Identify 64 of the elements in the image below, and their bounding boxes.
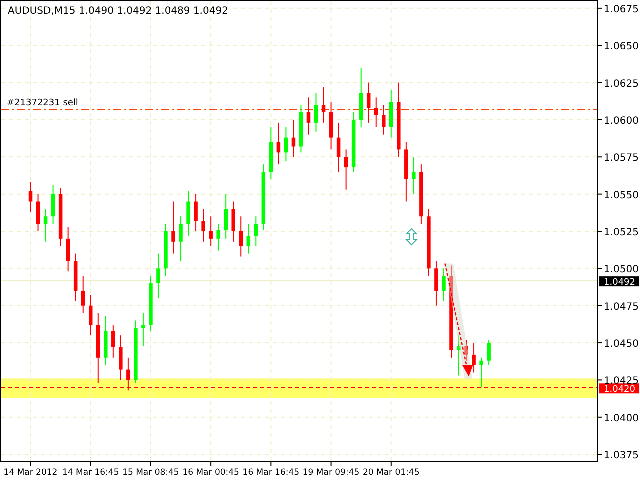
y-tick-label: 1.0600 xyxy=(604,116,639,127)
y-tick-label: 1.0400 xyxy=(604,413,639,424)
candlestick xyxy=(239,216,244,258)
candlestick xyxy=(487,340,491,366)
candlestick xyxy=(224,194,228,240)
x-tick-label: 16 Mar 00:45 xyxy=(182,468,240,478)
y-tick-label: 1.0550 xyxy=(604,190,639,202)
candlestick xyxy=(344,149,348,190)
candlestick xyxy=(412,156,416,195)
candlestick xyxy=(66,226,70,272)
candlestick xyxy=(374,97,378,128)
candlestick xyxy=(382,104,386,136)
y-tick-label: 1.0625 xyxy=(604,78,639,90)
candlestick xyxy=(480,357,484,388)
y-tick-label: 1.0450 xyxy=(604,339,639,350)
ref-line-label: 1.0492 xyxy=(604,278,636,288)
candlestick xyxy=(172,201,176,254)
candlestick xyxy=(88,294,93,336)
candlestick xyxy=(284,126,288,162)
y-tick-label: 1.0375 xyxy=(604,450,639,462)
candlestick xyxy=(36,194,40,232)
x-tick-label: 19 Mar 09:45 xyxy=(302,468,360,478)
y-tick-label: 1.0575 xyxy=(604,153,639,164)
candlestick xyxy=(366,82,371,124)
x-tick-label: 15 Mar 08:45 xyxy=(122,468,180,478)
candlestick xyxy=(336,122,341,173)
candlestick xyxy=(142,312,146,347)
candlestick xyxy=(216,224,220,252)
candlestick xyxy=(119,335,123,381)
x-tick-label: 20 Mar 01:45 xyxy=(363,468,420,478)
candlestick xyxy=(209,216,213,247)
candlestick xyxy=(246,224,251,254)
y-tick-label: 1.0475 xyxy=(604,302,639,313)
ref-line-label: #21372231 sell xyxy=(7,98,78,109)
candlestick xyxy=(232,201,236,242)
candlestick xyxy=(254,216,258,247)
y-tick-label: 1.0675 xyxy=(604,4,639,16)
ref-line-label: 1.0420 xyxy=(604,385,636,396)
candlestick xyxy=(276,122,281,166)
candlestick xyxy=(202,208,206,242)
x-tick-label: 16 Mar 16:45 xyxy=(242,468,300,478)
candlestick xyxy=(156,253,160,299)
candlestick xyxy=(51,184,56,225)
y-tick-label: 1.0525 xyxy=(604,228,639,238)
candlestick xyxy=(314,92,318,132)
candlestick xyxy=(464,340,468,362)
candlestick xyxy=(81,276,86,314)
x-tick-label: 14 Mar 16:45 xyxy=(62,468,120,478)
candlestick xyxy=(306,97,311,136)
candlestick xyxy=(457,335,461,376)
candlestick xyxy=(442,268,446,302)
y-tick-label: 1.0500 xyxy=(604,264,639,276)
y-tick-label: 1.0650 xyxy=(604,42,639,53)
candlestick xyxy=(28,182,33,213)
candlestick xyxy=(194,194,198,232)
text: AUDUSD,M15 1.0490 1.0492 1.0489 1.0492 xyxy=(8,6,228,17)
candlestick xyxy=(186,190,190,236)
x-tick-label: 14 Mar 2012 xyxy=(4,468,58,478)
candlestick xyxy=(472,342,476,374)
candlestick xyxy=(434,260,438,306)
candlestick xyxy=(112,324,116,358)
candlestick xyxy=(322,86,326,124)
candlestick xyxy=(179,216,183,262)
candlestick xyxy=(44,208,48,242)
